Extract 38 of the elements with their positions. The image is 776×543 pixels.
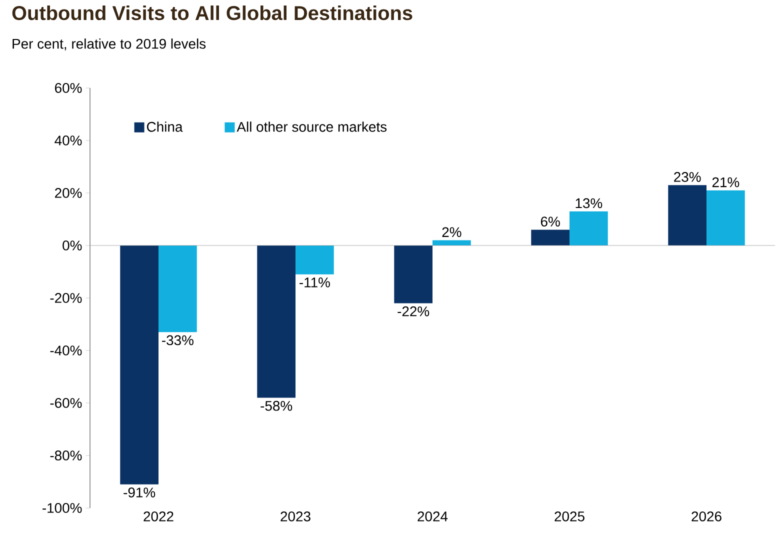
data-label: 13% (576, 198, 602, 208)
bar (257, 245, 296, 398)
bar (120, 245, 159, 484)
data-label: -91% (124, 488, 156, 498)
y-tick-label: -20% (50, 293, 82, 303)
data-label: 23% (674, 172, 701, 182)
legend-label: All other source markets (236, 122, 387, 132)
y-tick-label: -40% (50, 346, 82, 356)
bar (668, 185, 707, 246)
legend-label: China (146, 122, 183, 132)
x-tick-label: 2022 (144, 511, 174, 522)
data-label: 2% (442, 227, 462, 238)
bar (158, 245, 197, 332)
y-tick-label: -100% (42, 503, 82, 513)
x-tick-label: 2023 (280, 511, 310, 522)
y-tick-label: 40% (54, 136, 82, 146)
bar (531, 230, 570, 246)
data-label: 6% (540, 216, 560, 227)
data-label: -22% (398, 306, 430, 316)
bar (432, 240, 471, 246)
x-tick-label: 2026 (692, 511, 722, 522)
data-label: -33% (162, 335, 194, 346)
data-label: 21% (712, 177, 740, 188)
y-tick-label: -60% (50, 398, 82, 408)
y-tick-label: 60% (55, 83, 82, 93)
x-tick-label: 2024 (418, 511, 448, 522)
data-label: -58% (260, 400, 292, 411)
chart-subtitle: Per cent, relative to 2019 levels (12, 38, 206, 50)
chart-title: Outbound Visits to All Global Destinations (12, 6, 412, 20)
bar (296, 245, 334, 274)
y-tick-label: 0% (62, 240, 82, 250)
y-tick-label: 20% (55, 188, 82, 198)
bar (570, 211, 608, 246)
y-tick-label: -80% (50, 450, 82, 460)
bar (394, 245, 433, 304)
data-label: -11% (300, 278, 330, 288)
x-tick-label: 2025 (554, 511, 584, 522)
bar (706, 190, 745, 246)
